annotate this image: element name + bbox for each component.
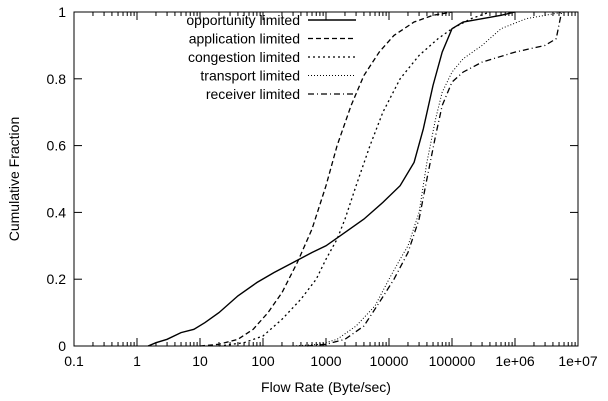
x-tick-label: 100000 (429, 353, 476, 369)
series-line-3 (293, 11, 565, 347)
legend-label: transport limited (200, 68, 300, 84)
y-axis-label: Cumulative Fraction (6, 117, 22, 242)
series-layer (147, 11, 565, 347)
x-tick-label: 1 (133, 353, 141, 369)
y-tick-label: 0.2 (47, 271, 67, 287)
series-line-1 (199, 11, 453, 347)
legend-label: congestion limited (188, 49, 300, 65)
x-tick-label: 1000 (310, 353, 341, 369)
plot-frame (73, 11, 579, 347)
x-tick-label: 100 (251, 353, 275, 369)
series-line-4 (306, 11, 563, 347)
x-tick-label: 1e+06 (495, 353, 535, 369)
legend: opportunity limited application limited co… (186, 12, 356, 102)
y-tick-label: 0.6 (47, 138, 67, 154)
legend-label: receiver limited (206, 86, 300, 102)
legend-label: opportunity limited (186, 12, 300, 28)
x-axis-label: Flow Rate (Byte/sec) (261, 379, 391, 395)
series-line-2 (218, 11, 491, 347)
x-tick-label: 10 (192, 353, 208, 369)
x-tick-label: 0.1 (64, 353, 84, 369)
y-tick-label: 0 (58, 338, 66, 354)
x-tick-label: 1e+07 (558, 353, 598, 369)
x-tick-label: 10000 (370, 353, 409, 369)
y-tick-label: 0.4 (47, 204, 67, 220)
legend-label: application limited (189, 31, 300, 47)
series-line-0 (147, 11, 516, 347)
ticks-layer: 0.1 1 10 100 1000 10000 100000 1e+06 1e+07 0 0.2 0.… (47, 4, 598, 369)
y-tick-label: 1 (58, 4, 66, 20)
y-tick-label: 0.8 (47, 71, 67, 87)
